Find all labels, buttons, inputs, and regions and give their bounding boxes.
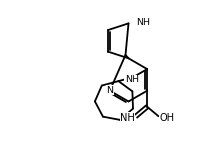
- Text: NH: NH: [125, 75, 139, 84]
- Text: NH: NH: [120, 113, 135, 123]
- Text: NH: NH: [136, 18, 150, 27]
- Text: OH: OH: [159, 113, 174, 123]
- Text: N: N: [106, 86, 113, 95]
